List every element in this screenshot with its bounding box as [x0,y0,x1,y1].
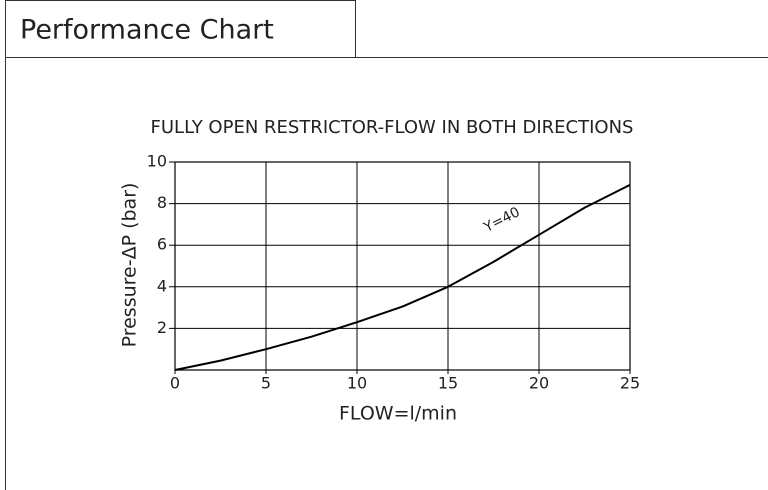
x-tick-label: 5 [261,374,271,393]
x-tick-label: 20 [529,374,549,393]
series-line [174,183,631,371]
chart-title: FULLY OPEN RESTRICTOR-FLOW IN BOTH DIREC… [151,117,634,138]
header-title: Performance Chart [20,15,274,46]
y-tick-label: 4 [157,276,167,295]
frame [5,0,768,490]
x-tick-label: 25 [620,374,640,393]
x-tick-label: 10 [347,374,367,393]
x-axis-label: FLOW=l/min [339,403,457,425]
y-tick-label: 8 [157,193,167,212]
x-tick-label: 15 [438,374,458,393]
plot-area [174,161,631,371]
y-tick-label: 6 [157,235,167,254]
y-tick-label: 10 [147,152,167,171]
y-tick-label: 2 [157,318,167,337]
x-tick-label: 0 [170,374,180,393]
y-axis-label: Pressure-ΔP (bar) [119,183,141,348]
annotation: Y=40 [480,204,522,236]
